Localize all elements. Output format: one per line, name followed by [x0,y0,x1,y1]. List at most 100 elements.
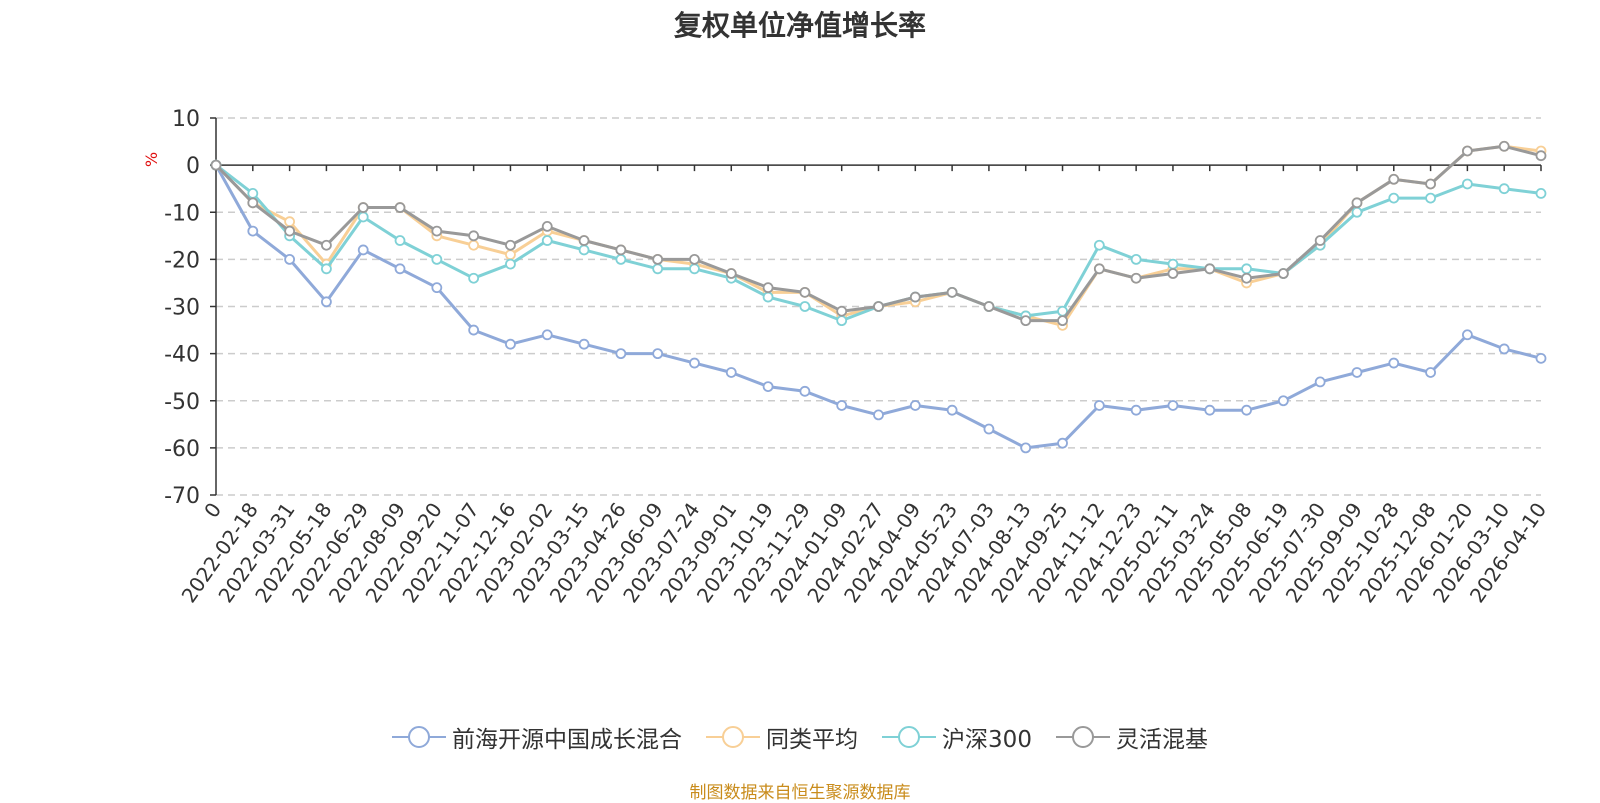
data-point [1498,140,1510,152]
chart-title: 复权单位净值增长率 [673,9,926,42]
data-point [1388,192,1400,204]
legend-label-flexible-mixed: 灵活混基 [1115,727,1208,753]
legend-marker-category-avg [706,726,761,748]
data-point [284,253,296,265]
data-point [946,404,958,416]
data-point [762,291,774,303]
data-point [1130,253,1142,265]
data-point [873,409,884,421]
data-point [1167,258,1179,270]
y-tick-label: -60 [164,437,200,462]
data-point [762,381,774,393]
data-point [1535,187,1547,199]
data-point [578,235,590,246]
data-point [505,249,516,261]
data-point [541,329,553,341]
legend-item-category-avg[interactable]: 同类平均 [706,720,858,754]
legend: 前海开源中国成长混合 同类平均 沪深300 灵活混基 [0,720,1600,754]
series-line-1 [214,144,1542,327]
data-point [210,159,222,171]
y-tick-label: 10 [172,107,200,132]
data-point [1535,352,1547,364]
data-point [873,301,884,312]
data-point [1314,376,1326,388]
data-point [1167,268,1179,279]
data-point [983,301,995,312]
data-point [247,187,259,199]
data-point [468,230,480,242]
data-point [321,263,332,275]
data-point [652,348,664,360]
data-point [1167,400,1179,411]
data-point [1314,235,1326,246]
legend-marker-flexible-mixed [1055,726,1110,748]
legend-label-fund: 前海开源中国成长混合 [452,727,683,753]
data-point [909,291,921,303]
data-point [505,258,516,270]
data-point [1425,178,1436,190]
data-point [468,239,480,251]
legend-label-csi300: 沪深300 [942,727,1032,753]
data-point [357,211,369,223]
data-point [652,253,664,265]
data-point [284,216,296,228]
data-point [357,244,369,256]
legend-marker-csi300 [882,726,937,748]
data-point [799,301,811,312]
data-point [431,253,443,265]
y-tick-label: -20 [164,248,200,273]
data-point [1093,400,1105,411]
data-point [1130,404,1142,416]
source-note: 制图数据来自恒生聚源数据库 [689,783,911,803]
data-point [725,268,737,279]
data-point [505,239,516,251]
data-point [357,202,369,213]
data-point [1388,173,1400,185]
data-point [284,225,296,237]
data-point [505,338,516,350]
data-point [1351,197,1363,209]
data-point [1241,263,1252,275]
data-point [615,348,627,360]
data-point [1461,329,1473,341]
data-point [1277,268,1289,279]
data-point [1535,150,1547,162]
data-point [689,357,700,369]
data-point [468,272,480,284]
data-point [578,338,590,350]
data-point [615,253,627,265]
data-point [762,282,774,294]
data-point [909,400,921,411]
data-point [799,385,811,397]
data-point [431,225,443,237]
data-point [1498,343,1510,355]
data-point [652,263,664,275]
data-point [1241,404,1252,416]
data-point [946,286,958,298]
data-point [541,220,553,232]
data-point [689,263,700,275]
data-point [836,315,848,327]
y-tick-label: -50 [164,390,200,415]
data-point [431,282,443,294]
legend-item-csi300[interactable]: 沪深300 [882,720,1032,754]
data-point [836,400,848,411]
data-point [1020,315,1032,327]
y-tick-label: -30 [164,296,200,321]
legend-marker-fund [392,726,447,748]
data-point [1425,367,1436,378]
legend-item-fund[interactable]: 前海开源中国成长混合 [392,720,682,754]
data-point [1461,145,1473,157]
y-tick-label: -70 [164,484,200,509]
legend-item-flexible-mixed[interactable]: 灵活混基 [1055,720,1208,754]
data-point [247,225,259,237]
data-point [799,286,811,298]
data-point [321,239,332,251]
data-point [1388,357,1400,369]
data-point [615,244,627,256]
data-point [1425,192,1436,204]
data-point [983,423,995,435]
data-point [1351,206,1363,218]
data-point [1130,272,1142,284]
data-point [725,367,737,378]
